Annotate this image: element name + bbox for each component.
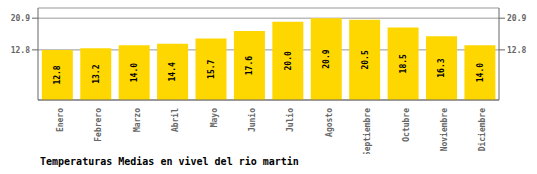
svg-text:20.5: 20.5: [361, 50, 370, 69]
svg-text:20.9: 20.9: [322, 49, 331, 68]
svg-text:Noviembre: Noviembre: [439, 108, 449, 152]
svg-text:Junio: Junio: [247, 108, 257, 132]
svg-text:20.0: 20.0: [284, 51, 293, 70]
svg-text:17.6: 17.6: [245, 56, 254, 75]
svg-text:18.5: 18.5: [399, 54, 408, 73]
svg-text:Enero: Enero: [56, 108, 65, 132]
svg-text:12.8: 12.8: [507, 46, 526, 55]
svg-text:Diciembre: Diciembre: [477, 108, 487, 152]
svg-text:Mayo: Mayo: [210, 108, 219, 127]
svg-text:Abril: Abril: [170, 108, 180, 132]
svg-text:16.3: 16.3: [437, 58, 446, 77]
svg-text:Octubre: Octubre: [402, 108, 411, 142]
svg-text:Septiembre: Septiembre: [362, 108, 372, 154]
svg-text:Julio: Julio: [285, 108, 295, 132]
svg-text:14.0: 14.0: [130, 63, 139, 82]
svg-text:20.9: 20.9: [507, 14, 526, 23]
svg-text:14.4: 14.4: [168, 62, 177, 81]
svg-text:12.8: 12.8: [11, 46, 30, 55]
svg-text:Febrero: Febrero: [94, 108, 103, 142]
html-text:Temperaturas Medias en vivel d: Temperaturas Medias en vivel del rio mar…: [40, 156, 299, 167]
svg-text:15.7: 15.7: [207, 59, 216, 78]
svg-text:20.9: 20.9: [11, 14, 30, 23]
svg-text:13.2: 13.2: [92, 64, 101, 83]
svg-text:14.0: 14.0: [476, 63, 485, 82]
svg-text:12.8: 12.8: [53, 65, 62, 84]
svg-text:Marzo: Marzo: [133, 108, 142, 132]
svg-text:Agosto: Agosto: [325, 108, 334, 137]
